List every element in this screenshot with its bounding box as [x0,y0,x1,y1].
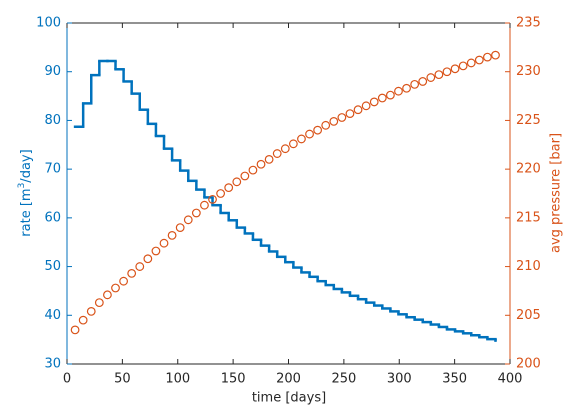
y2-tick-label: 220 [516,162,541,177]
x-tick-label: 200 [276,372,301,387]
marker [224,183,234,193]
y2-axis-label: avg pressure [bar] [549,133,564,253]
marker [353,105,363,115]
marker [434,70,444,80]
marker [402,83,411,93]
marker [369,97,379,107]
marker [216,189,226,198]
y2-tick-label: 210 [516,259,541,274]
y2-tick-label: 235 [516,16,541,31]
y-tick-label: 70 [44,162,61,177]
marker [426,73,436,82]
marker [151,246,161,256]
marker [450,64,460,74]
marker [280,144,290,154]
y-label-part: rate [m [19,188,34,236]
y2-tick-label: 230 [516,64,541,79]
y-tick-label: 80 [44,113,61,128]
marker [70,325,80,335]
marker [183,215,193,225]
marker [248,165,258,175]
marker [474,55,484,65]
marker [264,154,274,164]
marker [256,159,266,169]
y-tick-label: 100 [36,16,61,31]
marker [321,120,331,130]
marker [175,223,185,233]
marker [466,58,476,68]
x-tick-label: 100 [165,372,190,387]
y-label-superscript: 3 [17,183,27,189]
x-tick-label: 300 [387,372,412,387]
marker [94,298,104,308]
marker [135,262,145,271]
marker [345,109,355,119]
marker [208,194,217,204]
marker [288,139,298,149]
marker [86,306,96,316]
y2-tick-label: 205 [516,308,541,323]
marker [458,61,468,71]
x-tick-label: 50 [114,372,131,387]
y-tick-label: 90 [44,64,61,79]
marker [191,208,201,218]
marker [394,86,403,96]
x-tick-label: 400 [498,372,523,387]
marker [240,171,250,181]
marker [410,79,420,89]
marker [103,290,112,300]
y-axis-label: rate [m3/day] [17,149,34,236]
y2-tick-label: 215 [516,210,541,225]
marker [442,67,452,77]
marker [78,315,88,325]
y-tick-label: 60 [44,210,61,225]
y-label-part: /day] [19,149,34,182]
x-tick-label: 350 [442,372,467,387]
marker [361,101,371,111]
marker [143,254,153,264]
marker [483,52,492,62]
marker [119,276,128,286]
x-axis-label: time [days] [252,391,326,406]
y-tick-label: 50 [44,259,61,274]
y-tick-label: 40 [44,308,61,323]
y-tick-label: 30 [44,357,61,372]
marker [111,283,120,293]
marker [200,200,209,210]
y2-tick-label: 200 [516,357,541,372]
marker [377,93,387,103]
marker [418,77,428,86]
x-tick-label: 250 [331,372,356,387]
marker [313,125,323,135]
marker [232,177,242,187]
marker [337,113,347,122]
x-tick-label: 0 [63,372,71,387]
marker [127,268,137,278]
y2-tick-label: 225 [516,113,541,128]
x-tick-label: 150 [221,372,246,387]
marker [385,90,395,100]
marker [297,134,306,144]
marker [167,230,177,240]
marker [491,50,500,60]
marker [159,238,169,248]
marker [305,129,314,139]
marker [329,117,339,126]
marker [272,149,282,158]
